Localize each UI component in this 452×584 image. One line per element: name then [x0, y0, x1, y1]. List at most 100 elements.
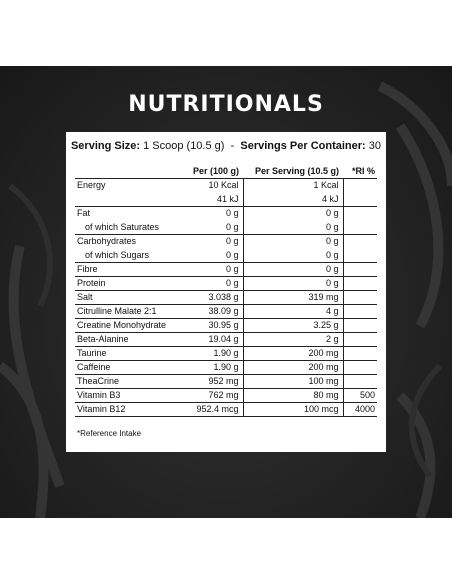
nutrient-name — [75, 192, 171, 207]
table-row: 41 kJ 4 kJ — [75, 192, 377, 207]
per-100g-value: 30.95 g — [171, 318, 244, 333]
table-row: Vitamin B3 762 mg 80 mg 500 — [75, 388, 377, 403]
per-100g-value: 0 g — [171, 262, 244, 277]
ri-value — [343, 262, 377, 277]
nutrient-name: of which Saturates — [75, 220, 171, 235]
per-serving-value: 2 g — [243, 332, 344, 347]
ri-value — [343, 290, 377, 305]
table-row: Vitamin B12 952.4 mcg 100 mcg 4000 — [75, 402, 377, 417]
per-100g-value: 952.4 mcg — [171, 402, 244, 417]
ri-value: 4000 — [343, 402, 377, 417]
per-serving-value: 200 mg — [243, 346, 344, 361]
header-nutrient — [75, 164, 171, 179]
per-serving-value: 100 mcg — [243, 402, 344, 417]
nutrient-name: TheaCrine — [75, 374, 171, 389]
ri-value — [343, 234, 377, 248]
per-100g-value: 0 g — [171, 206, 244, 220]
ri-value — [343, 206, 377, 220]
nutrient-name: Citrulline Malate 2:1 — [75, 304, 171, 319]
per-100g-value: 1.90 g — [171, 360, 244, 375]
nutrient-name: Energy — [77, 180, 106, 191]
ri-value — [343, 360, 377, 375]
per-serving-value: 0 g — [243, 220, 344, 235]
header-per-serving: Per Serving (10.5 g) — [243, 164, 343, 179]
ri-value — [343, 346, 377, 361]
ri-value — [343, 332, 377, 347]
ri-value — [343, 178, 377, 192]
per-100g-value: 38.09 g — [171, 304, 244, 319]
per-serving-value: 0 g — [243, 234, 344, 248]
servings-per-container-label: Servings Per Container: — [240, 140, 366, 152]
per-100g-value: 1.90 g — [171, 346, 244, 361]
per-serving-value: 0 g — [243, 262, 344, 277]
per-serving-value: 0 g — [243, 248, 344, 263]
nutrient-name: Caffeine — [75, 360, 171, 375]
ri-value: 500 — [343, 388, 377, 403]
per-serving-value: 0 g — [243, 276, 344, 291]
servings-per-container-value: 30 — [368, 140, 382, 152]
per-serving-value: 4 kJ — [243, 192, 344, 207]
per-100g-value: 0 g — [171, 234, 244, 248]
table-header-row: Per (100 g) Per Serving (10.5 g) *RI % — [75, 164, 377, 179]
nutrient-name: Fibre — [75, 262, 171, 277]
per-100g-value: 10 Kcal — [171, 178, 244, 192]
table-row: Creatine Monohydrate 30.95 g 3.25 g — [75, 318, 377, 333]
page-title: NUTRITIONALS — [128, 92, 324, 117]
table-row: Energy 10 Kcal 1 Kcal — [75, 178, 377, 192]
per-serving-value: 319 mg — [243, 290, 344, 305]
nutrient-name: Fat — [77, 208, 91, 219]
header-per-100g: Per (100 g) — [171, 164, 243, 179]
nutrient-name: Carbohydrates — [77, 236, 137, 247]
ri-value — [343, 318, 377, 333]
ri-value — [343, 248, 377, 263]
per-100g-value: 762 mg — [171, 388, 244, 403]
serving-separator: - — [230, 140, 235, 152]
header-ri-percent: *RI % — [343, 164, 377, 179]
footnote: *Reference Intake — [77, 429, 142, 438]
nutrient-name: Beta-Alanine — [75, 332, 171, 347]
per-serving-value: 4 g — [243, 304, 344, 319]
serving-info: Serving Size: 1 Scoop (10.5 g) - Serving… — [66, 140, 386, 152]
nutrient-name: Salt — [75, 290, 171, 305]
per-serving-value: 200 mg — [243, 360, 344, 375]
per-100g-value: 0 g — [171, 276, 244, 291]
nutrition-table: Per (100 g) Per Serving (10.5 g) *RI % E… — [75, 164, 377, 417]
ri-value — [343, 276, 377, 291]
table-row: Taurine 1.90 g 200 mg — [75, 346, 377, 361]
table-row: Salt 3.038 g 319 mg — [75, 290, 377, 305]
per-100g-value: 19.04 g — [171, 332, 244, 347]
table-row: Caffeine 1.90 g 200 mg — [75, 360, 377, 375]
per-100g-value: 0 g — [171, 248, 244, 263]
per-serving-value: 80 mg — [243, 388, 344, 403]
per-100g-value: 41 kJ — [171, 192, 244, 207]
nutrition-panel: Serving Size: 1 Scoop (10.5 g) - Serving… — [66, 132, 386, 452]
per-serving-value: 0 g — [243, 206, 344, 220]
ri-value — [343, 374, 377, 389]
nutrient-name: Protein — [75, 276, 171, 291]
serving-size-label: Serving Size: — [70, 140, 141, 152]
nutrient-name: Creatine Monohydrate — [75, 318, 171, 333]
decorative-swirl-graphic — [0, 81, 452, 518]
nutrient-name: of which Sugars — [75, 248, 171, 263]
nutrient-name: Taurine — [75, 346, 171, 361]
per-serving-value: 100 mg — [243, 374, 344, 389]
per-100g-value: 952 mg — [171, 374, 244, 389]
table-row: TheaCrine 952 mg 100 mg — [75, 374, 377, 389]
per-serving-value: 3.25 g — [243, 318, 344, 333]
nutrient-name: Vitamin B3 — [75, 388, 171, 403]
serving-size-value: 1 Scoop (10.5 g) — [143, 140, 225, 152]
ri-value — [343, 304, 377, 319]
per-serving-value: 1 Kcal — [243, 178, 344, 192]
ri-value — [343, 220, 377, 235]
per-100g-value: 0 g — [171, 220, 244, 235]
nutrient-name: Vitamin B12 — [75, 402, 171, 417]
per-100g-value: 3.038 g — [171, 290, 244, 305]
